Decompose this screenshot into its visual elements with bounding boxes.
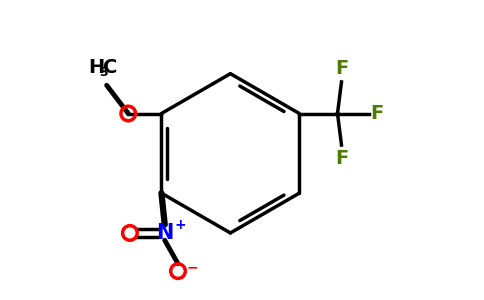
Text: N: N <box>156 223 173 243</box>
Text: −: − <box>187 260 198 274</box>
Text: F: F <box>335 149 348 168</box>
Text: F: F <box>371 104 384 123</box>
Text: C: C <box>104 58 118 77</box>
Text: +: + <box>174 218 186 232</box>
Text: 3: 3 <box>99 66 108 79</box>
Text: F: F <box>335 59 348 78</box>
Text: H: H <box>89 58 105 77</box>
